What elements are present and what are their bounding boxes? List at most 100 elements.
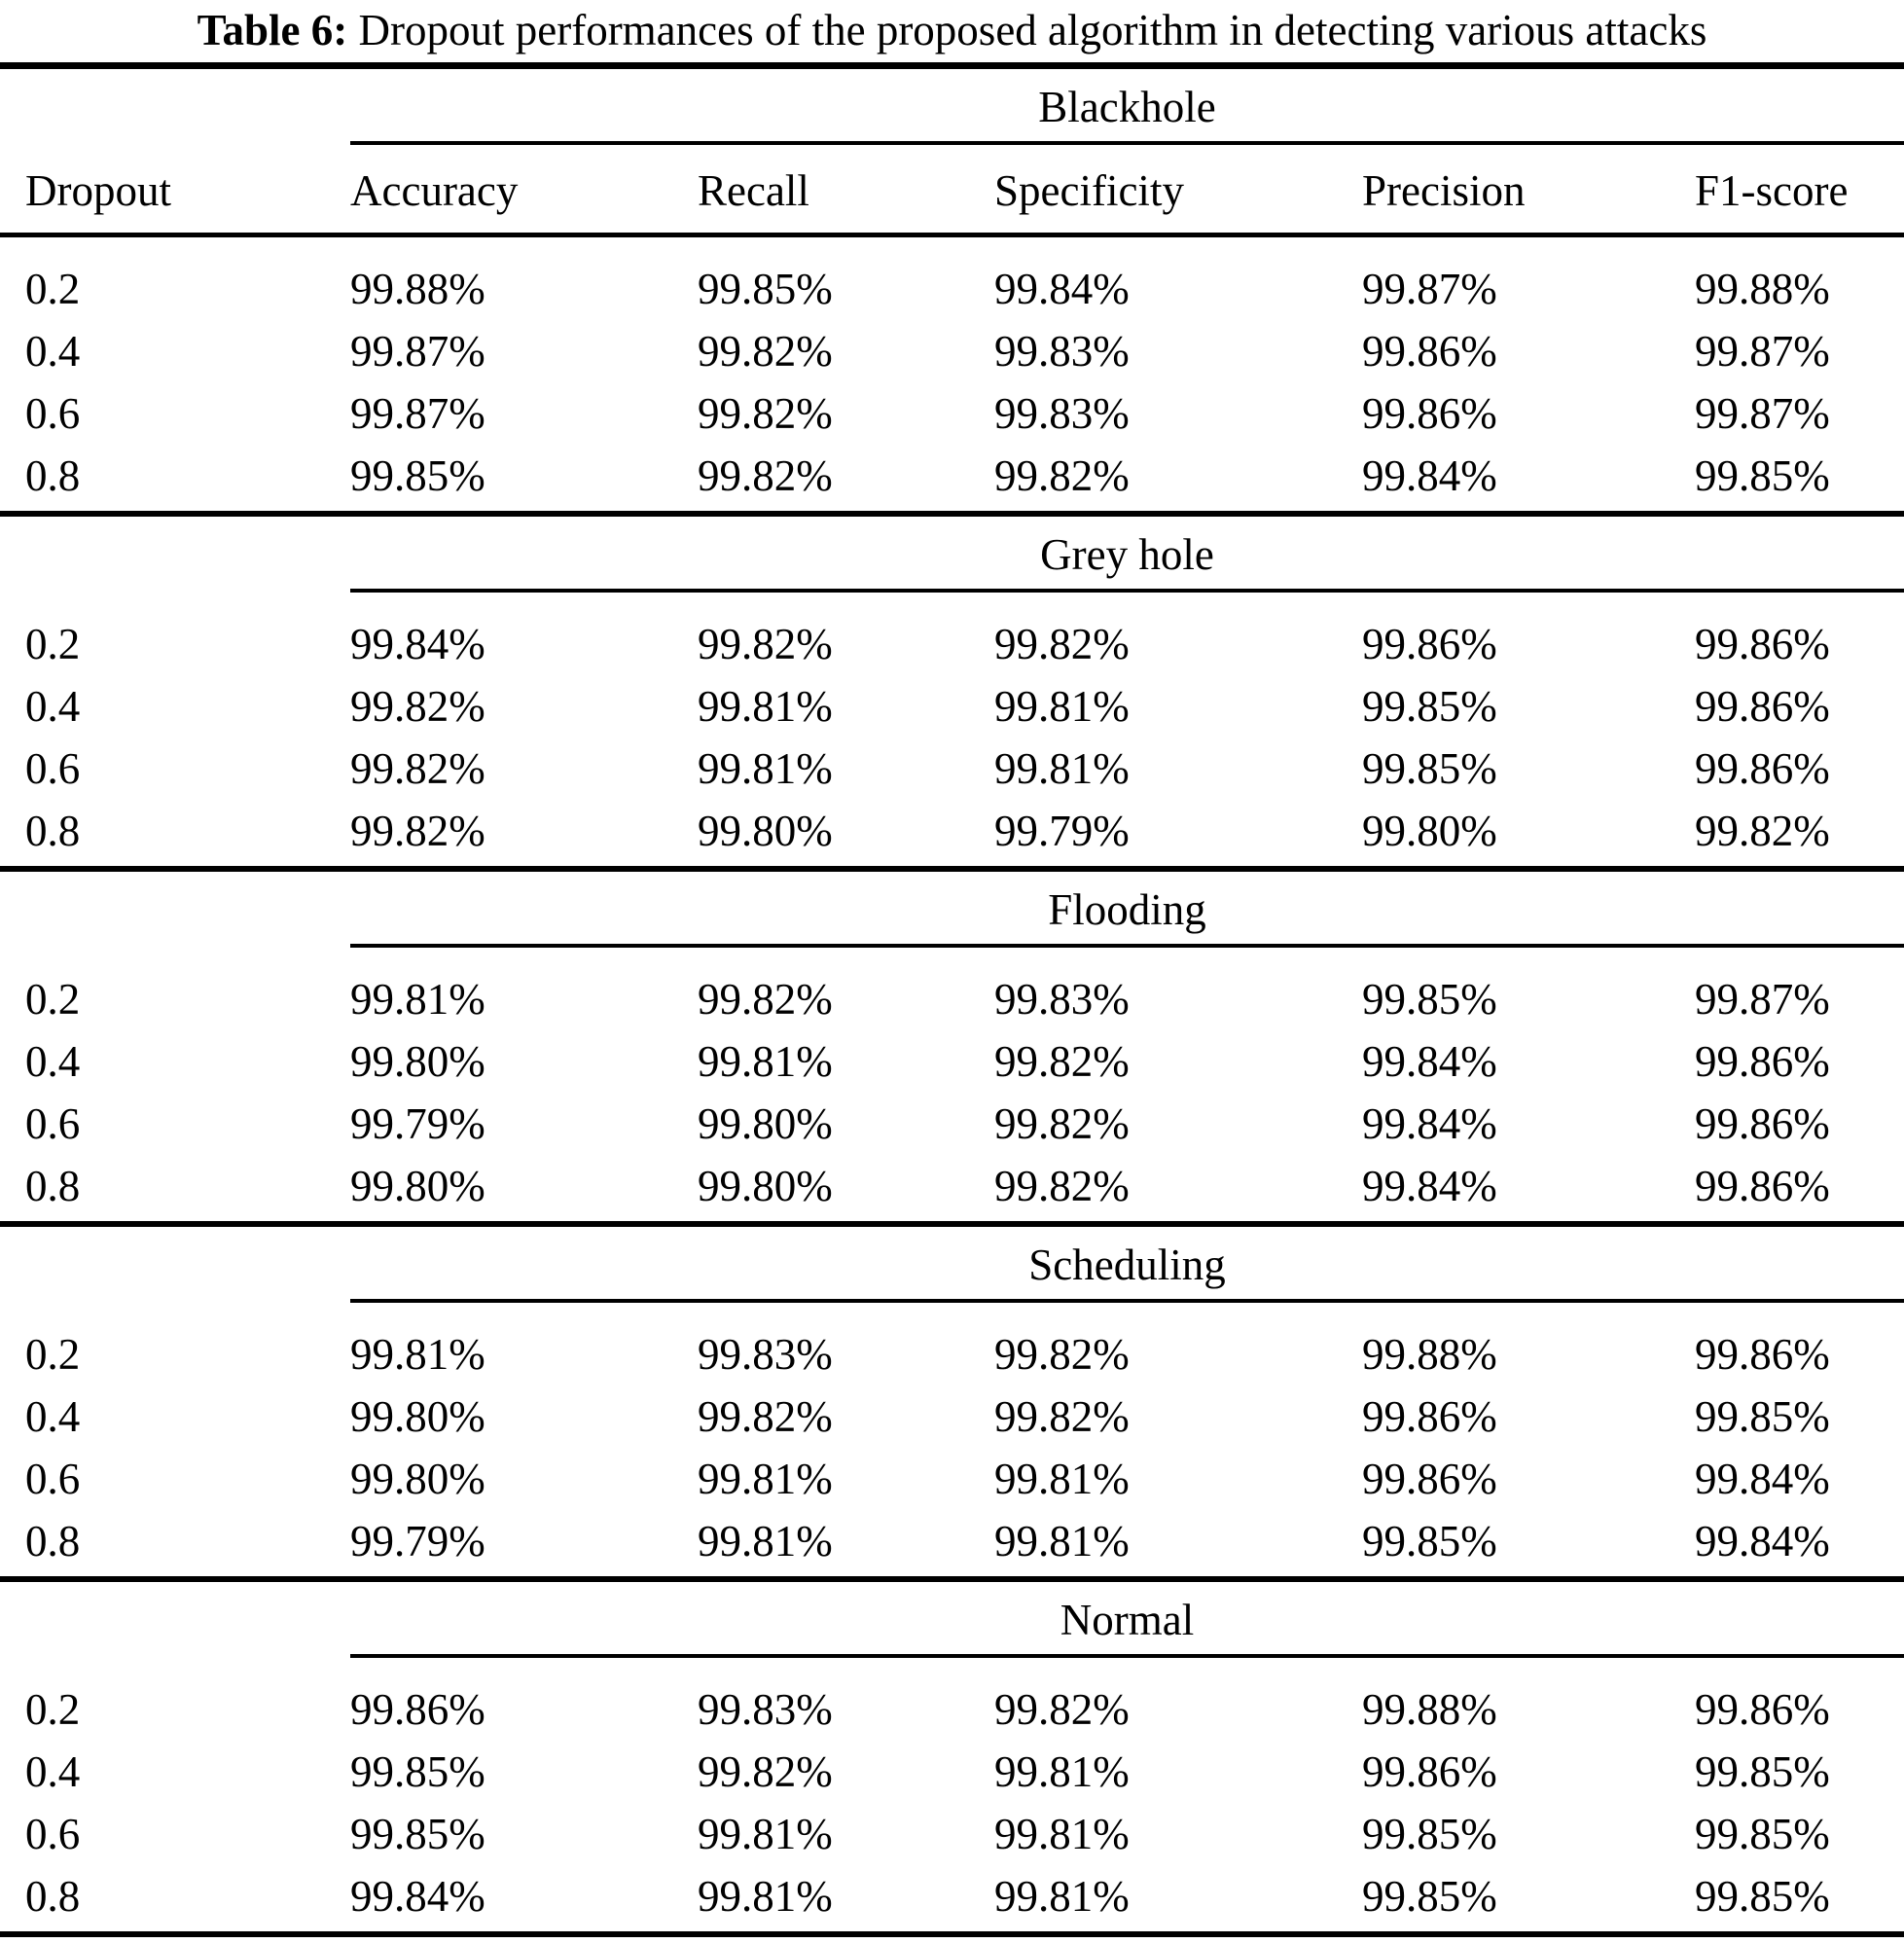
data-row: 0.6 99.87% 99.82% 99.83% 99.86% 99.87%	[0, 382, 1904, 445]
data-row: 0.2 99.88% 99.85% 99.84% 99.87% 99.88%	[0, 235, 1904, 321]
section-spacer	[0, 66, 325, 146]
dropout-cell: 0.2	[25, 1330, 81, 1379]
metric-cell: 99.84%	[1362, 1099, 1497, 1148]
data-row: 0.4 99.80% 99.81% 99.82% 99.84% 99.86%	[0, 1030, 1904, 1093]
table-caption-label: Table 6:	[197, 6, 348, 54]
section-spacer	[0, 1224, 325, 1303]
metric-cell: 99.83%	[994, 389, 1130, 438]
section-row: Normal	[0, 1579, 1904, 1658]
section-label-cell: Normal	[325, 1579, 1904, 1658]
metric-cell: 99.82%	[994, 1037, 1130, 1086]
metric-cell: 99.86%	[1695, 620, 1830, 668]
data-row: 0.6 99.82% 99.81% 99.81% 99.85% 99.86%	[0, 738, 1904, 800]
section-row: Grey hole	[0, 514, 1904, 593]
metric-cell: 99.86%	[1670, 1155, 1904, 1227]
section-label-cell: Blackhole	[325, 66, 1904, 145]
dropout-cell: 0.4	[25, 1037, 81, 1086]
dropout-cell: 0.8	[0, 1865, 325, 1937]
metric-cell: 99.80%	[698, 1099, 833, 1148]
metric-cell: 99.85%	[1695, 1810, 1830, 1858]
dropout-cell: 0.2	[25, 265, 81, 313]
metric-cell: 99.87%	[350, 389, 485, 438]
metric-cell: 99.81%	[969, 1865, 1337, 1937]
dropout-cell: 0.8	[0, 1155, 325, 1227]
section-label-cell: Grey hole	[325, 514, 1904, 593]
column-header-accuracy: Accuracy	[325, 145, 672, 237]
metric-cell: 99.81%	[672, 1510, 969, 1582]
metric-cell: 99.85%	[350, 1810, 485, 1858]
metric-cell: 99.87%	[350, 327, 485, 376]
section-row: Scheduling	[0, 1224, 1904, 1303]
metric-cell: 99.80%	[350, 1037, 485, 1086]
metric-cell: 99.82%	[698, 975, 833, 1024]
data-row: 0.6 99.85% 99.81% 99.81% 99.85% 99.85%	[0, 1803, 1904, 1865]
metric-cell: 99.80%	[672, 1155, 969, 1227]
section-spacer	[0, 514, 325, 593]
dropout-cell: 0.6	[25, 1810, 81, 1858]
metric-cell: 99.84%	[1362, 1037, 1497, 1086]
metric-cell: 99.81%	[969, 1510, 1337, 1582]
metric-cell: 99.87%	[1695, 327, 1830, 376]
dropout-cell: 0.4	[25, 327, 81, 376]
data-row: 0.2 99.81% 99.82% 99.83% 99.85% 99.87%	[0, 948, 1904, 1030]
metric-cell: 99.86%	[1362, 327, 1497, 376]
column-header-specificity: Specificity	[969, 145, 1337, 237]
metric-cell: 99.81%	[698, 1455, 833, 1503]
metric-cell: 99.82%	[698, 620, 833, 668]
data-row: 0.2 99.86% 99.83% 99.82% 99.88% 99.86%	[0, 1658, 1904, 1741]
dropout-cell: 0.6	[25, 1099, 81, 1148]
metric-cell: 99.83%	[994, 327, 1130, 376]
metric-cell: 99.86%	[1695, 1330, 1830, 1379]
data-row: 0.8 99.80% 99.80% 99.82% 99.84% 99.86%	[0, 1155, 1904, 1227]
column-header-precision: Precision	[1337, 145, 1670, 237]
metric-cell: 99.87%	[1695, 975, 1830, 1024]
column-header-recall: Recall	[672, 145, 969, 237]
metric-cell: 99.81%	[350, 1330, 485, 1379]
table-caption-text: Dropout performances of the proposed alg…	[358, 6, 1707, 54]
dropout-cell: 0.4	[25, 682, 81, 731]
metric-cell: 99.80%	[325, 1155, 672, 1227]
column-header-dropout: Dropout	[0, 145, 325, 237]
metric-cell: 99.81%	[994, 744, 1130, 793]
metric-cell: 99.84%	[994, 265, 1130, 313]
metric-cell: 99.86%	[1362, 389, 1497, 438]
section-label: Grey hole	[350, 532, 1904, 593]
metric-cell: 99.81%	[994, 1747, 1130, 1796]
metric-cell: 99.87%	[1362, 265, 1497, 313]
metric-cell: 99.81%	[994, 682, 1130, 731]
metric-cell: 99.82%	[994, 1330, 1130, 1379]
metric-cell: 99.86%	[1695, 1037, 1830, 1086]
metric-cell: 99.88%	[1362, 1330, 1497, 1379]
data-row: 0.2 99.81% 99.83% 99.82% 99.88% 99.86%	[0, 1303, 1904, 1385]
dropout-cell: 0.8	[0, 1510, 325, 1582]
metric-cell: 99.83%	[698, 1685, 833, 1734]
dropout-cell: 0.4	[25, 1747, 81, 1796]
metric-cell: 99.82%	[994, 620, 1130, 668]
metric-cell: 99.84%	[1670, 1510, 1904, 1582]
section-row: Blackhole	[0, 66, 1904, 146]
metric-cell: 99.85%	[1362, 744, 1497, 793]
data-row: 0.6 99.80% 99.81% 99.81% 99.86% 99.84%	[0, 1448, 1904, 1510]
metric-cell: 99.85%	[1695, 1392, 1830, 1441]
dropout-cell: 0.8	[0, 445, 325, 517]
metric-cell: 99.79%	[350, 1099, 485, 1148]
section-label: Blackhole	[350, 85, 1904, 145]
data-row: 0.4 99.80% 99.82% 99.82% 99.86% 99.85%	[0, 1385, 1904, 1448]
metric-cell: 99.88%	[1695, 265, 1830, 313]
dropout-cell: 0.6	[25, 1455, 81, 1503]
section-label-cell: Scheduling	[325, 1224, 1904, 1303]
section-spacer	[0, 869, 325, 948]
metric-cell: 99.86%	[350, 1685, 485, 1734]
section-label-cell: Flooding	[325, 869, 1904, 948]
metric-cell: 99.82%	[350, 744, 485, 793]
data-row: 0.4 99.82% 99.81% 99.81% 99.85% 99.86%	[0, 675, 1904, 738]
metric-cell: 99.81%	[698, 744, 833, 793]
data-row: 0.8 99.79% 99.81% 99.81% 99.85% 99.84%	[0, 1510, 1904, 1582]
metric-cell: 99.82%	[325, 800, 672, 872]
metric-cell: 99.81%	[672, 1865, 969, 1937]
metric-cell: 99.85%	[1337, 1510, 1670, 1582]
metric-cell: 99.82%	[1670, 800, 1904, 872]
data-row: 0.8 99.85% 99.82% 99.82% 99.84% 99.85%	[0, 445, 1904, 517]
metric-cell: 99.87%	[1695, 389, 1830, 438]
metric-cell: 99.80%	[1337, 800, 1670, 872]
